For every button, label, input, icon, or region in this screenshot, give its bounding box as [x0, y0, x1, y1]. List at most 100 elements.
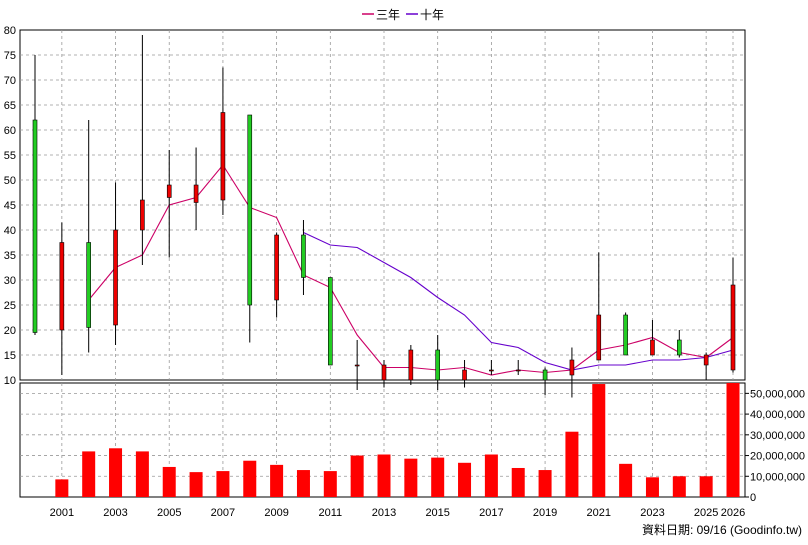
candlestick [140, 35, 145, 265]
volume-bar [565, 431, 579, 497]
candle-body [274, 234, 279, 301]
price-tick-label: 50 [4, 175, 16, 187]
volume-bar [296, 470, 310, 497]
candlestick [301, 220, 306, 295]
legend: 三年 十年 [362, 8, 444, 22]
x-tick-label: 2005 [157, 507, 181, 519]
volume-bar [592, 384, 606, 497]
volume-bar [484, 454, 498, 497]
plot-frames [19, 29, 746, 498]
volume-bar [511, 467, 525, 497]
x-tick-label: 2023 [640, 507, 664, 519]
x-tick-label: 2019 [533, 507, 557, 519]
volume-bar [538, 470, 552, 497]
candlestick [515, 360, 521, 375]
candlestick [59, 222, 65, 375]
volume-bar [82, 451, 96, 497]
x-tick-label: 2015 [425, 507, 449, 519]
candle-body [650, 339, 655, 356]
candlestick [166, 150, 172, 258]
candle-body [542, 369, 548, 381]
x-tick-label: 2025 [694, 507, 718, 519]
volume-bar [404, 458, 418, 497]
candlestick [113, 182, 118, 345]
candlestick [489, 360, 494, 375]
candlesticks [32, 35, 736, 398]
x-tick-label: 2017 [479, 507, 503, 519]
price-tick-label: 20 [4, 325, 16, 337]
candlestick [247, 114, 253, 343]
price-tick-label: 75 [4, 50, 16, 62]
price-tick-label: 55 [4, 150, 16, 162]
price-tick-label: 25 [4, 300, 16, 312]
x-tick-label: 2021 [587, 507, 611, 519]
volume-tick-label: 50,000,000 [750, 388, 805, 400]
legend-label-10y: 十年 [420, 8, 444, 22]
candle-body [730, 284, 736, 371]
candle-body [435, 349, 440, 381]
volume-bar [55, 479, 69, 497]
volume-bar [699, 476, 713, 497]
x-tick-label: 2026 [721, 507, 745, 519]
price-tick-label: 70 [4, 75, 16, 87]
candlestick [650, 320, 655, 356]
price-tick-label: 80 [4, 25, 16, 37]
candle-body [677, 339, 682, 356]
price-tick-label: 65 [4, 100, 16, 112]
volume-bar [135, 451, 149, 497]
candle-body [381, 364, 387, 381]
candlestick [220, 67, 226, 215]
volume-bar [243, 460, 257, 497]
candlestick [354, 340, 360, 390]
volume-bar [431, 457, 445, 497]
volume-bar [377, 454, 391, 497]
candlestick [569, 347, 575, 398]
x-tick-label: 2007 [211, 507, 235, 519]
volume-bar [189, 472, 203, 497]
candlestick [677, 330, 682, 358]
ma-line-10y [303, 232, 734, 371]
x-tick-label: 2013 [372, 507, 396, 519]
candle-body [86, 242, 91, 328]
price-y-axis: 10 15 20 25 30 35 40 45 50 55 60 65 70 75 80 [4, 25, 16, 387]
candle-body [32, 119, 38, 333]
volume-y-axis: 0 10,000,000 20,000,000 30,000,000 40,000,00… [745, 388, 805, 504]
x-tick-label: 2003 [103, 507, 127, 519]
price-tick-label: 15 [4, 350, 16, 362]
candle-body [354, 364, 360, 367]
x-tick-label: 2011 [318, 507, 342, 519]
candle-body [59, 242, 65, 331]
candle-body [462, 369, 467, 381]
x-tick-label: 2009 [264, 507, 288, 519]
volume-bar [270, 464, 284, 497]
candle-body [515, 369, 521, 372]
candlestick [730, 257, 736, 373]
candle-body [247, 114, 253, 306]
candlestick [381, 360, 387, 388]
candlestick [462, 360, 467, 388]
candle-body [220, 112, 226, 201]
candle-body [328, 277, 333, 366]
candle-body [569, 359, 575, 376]
candle-body [113, 229, 118, 326]
candlestick [86, 120, 91, 353]
volume-tick-label: 30,000,000 [750, 430, 805, 442]
volume-bar [726, 383, 740, 497]
grid-lines [20, 30, 745, 497]
candle-body [193, 184, 199, 203]
candlestick [596, 252, 602, 361]
candlestick [328, 277, 333, 366]
candlestick [32, 55, 38, 335]
candle-body [489, 369, 494, 372]
price-tick-label: 30 [4, 275, 16, 287]
candle-body [703, 354, 709, 366]
volume-bar [216, 471, 230, 497]
volume-bar [350, 455, 364, 497]
candlestick [408, 345, 414, 385]
candle-body [596, 314, 602, 361]
price-tick-label: 10 [4, 375, 16, 387]
candlestick [193, 147, 199, 230]
volume-tick-label: 40,000,000 [750, 409, 805, 421]
candle-body [301, 234, 306, 278]
